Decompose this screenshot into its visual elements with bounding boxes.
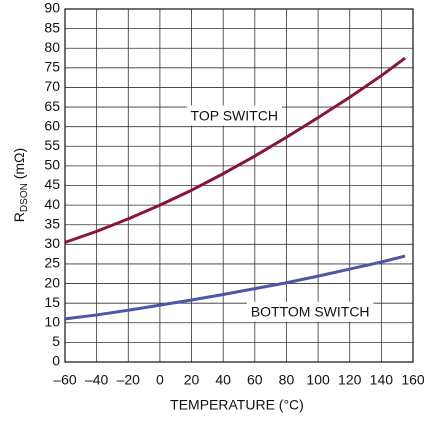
y-tick-label: 15 [44, 294, 60, 310]
x-tick-label: –40 [85, 372, 109, 388]
y-tick-label: 60 [44, 117, 60, 133]
y-tick-label: 20 [44, 274, 60, 290]
y-tick-label: 75 [44, 59, 60, 75]
series-label-box [246, 301, 374, 322]
y-tick-label: 45 [44, 176, 60, 192]
y-tick-label: 55 [44, 137, 60, 153]
y-label-rest: (mΩ) [11, 148, 27, 183]
y-tick-label: 90 [44, 0, 60, 16]
x-tick-label: 40 [215, 372, 231, 388]
series-label: BOTTOM SWITCH [251, 304, 370, 320]
series-line [64, 254, 406, 321]
x-axis-label: TEMPERATURE (°C) [170, 397, 304, 413]
x-tick-label: 0 [156, 372, 164, 388]
y-tick-label: 10 [44, 313, 60, 329]
y-tick-label: 40 [44, 196, 60, 212]
y-tick-label: 35 [44, 215, 60, 231]
series-label: TOP SWITCH [191, 108, 278, 124]
x-tick-label: –20 [117, 372, 141, 388]
series-label-box [186, 105, 282, 126]
plot-frame [64, 8, 414, 363]
y-axis-label: RDSON (mΩ) [11, 148, 30, 222]
y-tick-label: 70 [44, 78, 60, 94]
x-tick-label: 20 [184, 372, 200, 388]
x-tick-label: 160 [401, 372, 425, 388]
y-tick-label: 85 [44, 19, 60, 35]
series-line [64, 56, 406, 244]
x-tick-label: 80 [279, 372, 295, 388]
y-tick-label: 25 [44, 255, 60, 271]
y-tick-label: 5 [52, 333, 60, 349]
y-label-main: R [11, 212, 27, 222]
x-tick-label: 140 [370, 372, 394, 388]
y-tick-label: 30 [44, 235, 60, 251]
y-label-sub: DSON [19, 183, 30, 212]
y-tick-label: 80 [44, 39, 60, 55]
y-tick-label: 65 [44, 98, 60, 114]
y-tick-label: 0 [52, 353, 60, 369]
y-tick-label: 50 [44, 157, 60, 173]
x-tick-label: –60 [53, 372, 77, 388]
x-tick-label: 60 [247, 372, 263, 388]
x-tick-label: 100 [306, 372, 330, 388]
x-tick-label: 120 [338, 372, 362, 388]
